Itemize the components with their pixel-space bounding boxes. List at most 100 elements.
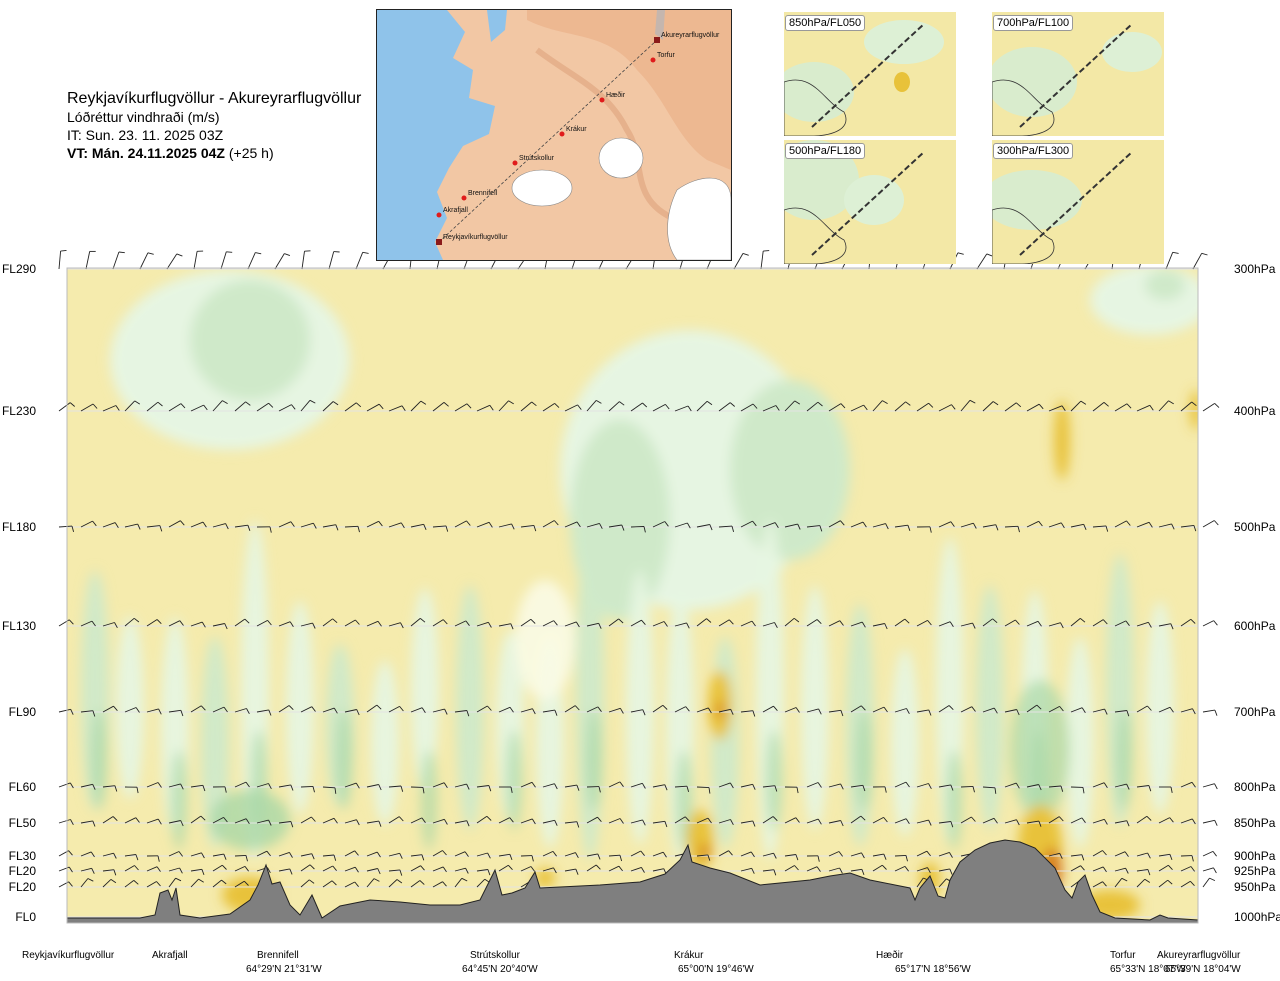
- wind-barb: [1092, 619, 1104, 627]
- wind-barb: [476, 785, 489, 788]
- wind-barb-flag: [376, 704, 382, 710]
- wind-barb-flag: [156, 866, 161, 872]
- station-name: Krákur: [674, 950, 704, 961]
- route-point-label: Akrafjall: [443, 207, 468, 214]
- wind-barb: [432, 782, 445, 788]
- wind-barb: [1192, 253, 1203, 270]
- wind-barb: [190, 621, 203, 627]
- wind-barb-flag: [510, 786, 513, 793]
- wind-barb-flag: [135, 854, 139, 861]
- wind-barb-flag: [332, 865, 337, 871]
- wind-barb-flag: [180, 710, 184, 717]
- wind-barb: [476, 621, 489, 627]
- wind-barb: [916, 867, 928, 872]
- wind-barb-flag: [620, 708, 624, 714]
- wind-barb-flag: [927, 867, 931, 874]
- wind-barb-flag: [69, 782, 74, 789]
- wind-barb: [80, 520, 93, 528]
- wind-barb-flag: [530, 618, 536, 624]
- wind-barb-flag: [706, 400, 713, 406]
- map-panel-300: 300hPa/FL300: [992, 140, 1164, 264]
- route-airport-marker: [654, 37, 660, 43]
- flight-level-label: FL90: [8, 705, 36, 719]
- wind-barb: [828, 620, 840, 627]
- wind-barb: [476, 869, 488, 872]
- wind-barb-flag: [1037, 621, 1042, 627]
- wind-barb-flag: [949, 621, 954, 627]
- wind-barb: [916, 850, 928, 857]
- wind-barb: [630, 850, 642, 857]
- wind-barb-flag: [420, 618, 426, 623]
- wind-barb: [828, 520, 841, 528]
- wind-barb-flag: [751, 620, 756, 627]
- wind-barb-flag: [223, 706, 228, 713]
- wind-barb: [564, 521, 578, 528]
- wind-barb-flag: [136, 787, 139, 794]
- wind-barb: [520, 818, 533, 824]
- wind-barb-flag: [928, 783, 932, 790]
- wind-barb: [234, 618, 246, 627]
- wind-barb: [564, 821, 577, 824]
- wind-barb-flag: [993, 707, 998, 714]
- wind-barb-flag: [1126, 710, 1130, 717]
- wind-barb: [1202, 520, 1215, 528]
- wind-barb: [410, 400, 422, 412]
- wind-barb: [806, 818, 819, 824]
- wind-barb: [300, 785, 314, 788]
- route-point-label: Krákur: [566, 126, 587, 133]
- wind-barb-flag: [750, 851, 755, 858]
- wind-barb: [274, 253, 285, 270]
- wind-barb: [760, 251, 764, 270]
- wind-barb: [520, 708, 533, 713]
- wind-barb: [124, 617, 135, 627]
- wind-barb: [674, 405, 689, 412]
- wind-barb: [124, 865, 135, 872]
- wind-barb-flag: [1148, 785, 1152, 792]
- wind-barb: [366, 403, 380, 412]
- wind-barb-flag: [373, 878, 380, 882]
- wind-barb-flag: [465, 867, 469, 874]
- wind-barb: [124, 817, 136, 824]
- wind-barb: [388, 852, 400, 857]
- map-panel-label: 850hPa/FL050: [785, 15, 866, 31]
- wind-barb-flag: [268, 709, 272, 716]
- wind-barb: [608, 818, 621, 824]
- wind-barb: [432, 619, 444, 627]
- wind-barb: [278, 868, 290, 872]
- wind-barb: [542, 520, 555, 528]
- wind-barb: [300, 522, 314, 528]
- wind-barb: [146, 818, 159, 824]
- wind-barb: [146, 525, 160, 528]
- wind-barb: [784, 617, 795, 627]
- wind-barb: [872, 817, 884, 824]
- wind-barb-flag: [70, 819, 74, 826]
- wind-barb-flag: [621, 524, 625, 531]
- wind-barb-flag: [1167, 879, 1173, 885]
- wind-barb-flag: [685, 706, 690, 712]
- wind-barb-flag: [378, 820, 382, 827]
- wind-barb-flag: [1080, 865, 1085, 871]
- wind-barb-flag: [883, 817, 888, 823]
- wind-barb-flag: [401, 405, 406, 411]
- wind-barb-flag: [818, 708, 822, 715]
- wind-barb: [366, 784, 379, 788]
- map-panel-850: 850hPa/FL050: [784, 12, 956, 136]
- wind-barb: [1048, 706, 1060, 713]
- station-coordinate: 65°17'N 18°56'W: [895, 964, 971, 975]
- map-panel-label: 500hPa/FL180: [785, 143, 866, 159]
- wind-barb: [696, 400, 708, 412]
- wind-barb-flag: [378, 403, 384, 410]
- wind-barb: [1158, 623, 1171, 627]
- velocity-contour: [171, 750, 187, 850]
- wind-barb-flag: [772, 816, 778, 822]
- wind-barb-flag: [423, 524, 427, 530]
- velocity-contour: [411, 588, 439, 792]
- wind-barb-flag: [133, 617, 140, 623]
- wind-barb: [102, 622, 115, 627]
- wind-barb-flag: [198, 878, 204, 883]
- wind-barb: [630, 526, 645, 528]
- wind-barb: [733, 253, 744, 270]
- wind-barb-flag: [554, 820, 558, 826]
- wind-barb-flag: [973, 522, 977, 529]
- wind-barb-flag: [752, 820, 756, 827]
